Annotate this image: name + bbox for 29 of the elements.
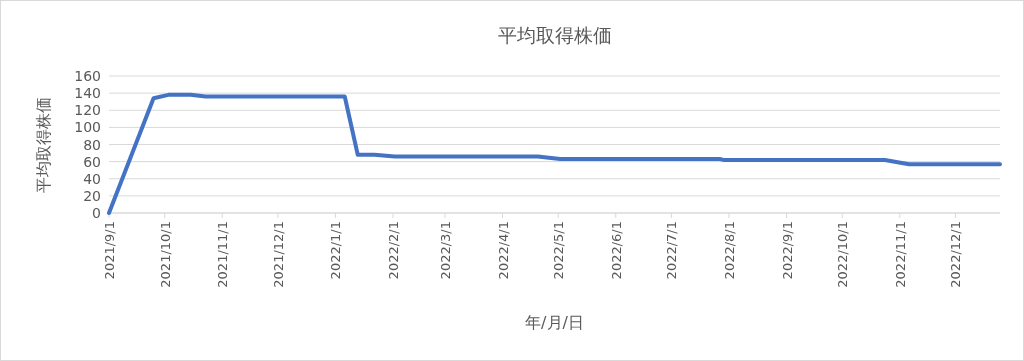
y-tick-label: 20 — [83, 187, 101, 204]
y-tick-label: 140 — [74, 85, 101, 102]
x-tick-label: 2022/1/1 — [328, 221, 344, 280]
y-tick-label: 100 — [74, 119, 101, 136]
x-tick-label: 2022/10/1 — [835, 221, 851, 288]
x-tick-label: 2021/11/1 — [215, 221, 231, 288]
y-tick-label: 120 — [74, 102, 101, 119]
y-tick-label: 80 — [83, 136, 101, 153]
x-tick-label: 2022/4/1 — [495, 221, 511, 280]
y-tick-label: 160 — [74, 68, 101, 84]
x-tick-label: 2022/12/1 — [948, 221, 964, 288]
x-tick-label: 2022/6/1 — [608, 221, 624, 280]
x-tick-label: 2021/9/1 — [102, 221, 117, 280]
chart-title: 平均取得株価 — [497, 24, 612, 46]
x-tick-label: 2022/5/1 — [551, 221, 567, 280]
x-axis-title: 年/月/日 — [525, 313, 584, 332]
x-tick-label: 2022/11/1 — [892, 221, 908, 288]
x-tick-label: 2022/2/1 — [386, 221, 402, 280]
y-axis-title: 平均取得株価 — [34, 96, 53, 193]
y-tick-label: 40 — [83, 170, 101, 187]
x-tick-label: 2022/9/1 — [779, 221, 795, 280]
y-tick-label: 0 — [92, 205, 101, 221]
x-tick-label: 2022/8/1 — [721, 221, 737, 280]
x-tick-label: 2022/7/1 — [664, 221, 680, 280]
line-series — [107, 92, 1002, 215]
y-tick-label: 60 — [83, 153, 101, 170]
x-tick-label: 2021/12/1 — [270, 221, 286, 288]
x-tick-label: 2021/10/1 — [157, 221, 173, 288]
x-tick-label: 2022/3/1 — [437, 221, 453, 280]
